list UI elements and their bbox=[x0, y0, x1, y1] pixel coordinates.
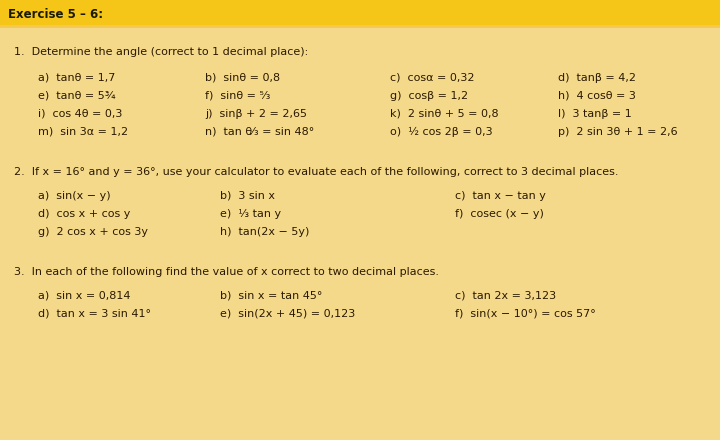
Text: p)  2 sin 3θ + 1 = 2,6: p) 2 sin 3θ + 1 = 2,6 bbox=[558, 127, 678, 137]
Text: 2.  If x = 16° and y = 36°, use your calculator to evaluate each of the followin: 2. If x = 16° and y = 36°, use your calc… bbox=[14, 167, 618, 177]
Text: f)  cosec (x − y): f) cosec (x − y) bbox=[455, 209, 544, 219]
Text: j)  sinβ + 2 = 2,65: j) sinβ + 2 = 2,65 bbox=[205, 109, 307, 119]
Text: o)  ½ cos 2β = 0,3: o) ½ cos 2β = 0,3 bbox=[390, 127, 492, 137]
Text: c)  tan 2x = 3,123: c) tan 2x = 3,123 bbox=[455, 291, 556, 301]
Text: d)  cos x + cos y: d) cos x + cos y bbox=[38, 209, 130, 219]
Bar bbox=[0, 25, 720, 28]
Text: l)  3 tanβ = 1: l) 3 tanβ = 1 bbox=[558, 109, 631, 119]
Text: e)  sin(2x + 45) = 0,123: e) sin(2x + 45) = 0,123 bbox=[220, 309, 355, 319]
Text: i)  cos 4θ = 0,3: i) cos 4θ = 0,3 bbox=[38, 109, 122, 119]
Text: d)  tan x = 3 sin 41°: d) tan x = 3 sin 41° bbox=[38, 309, 151, 319]
Text: Exercise 5 – 6:: Exercise 5 – 6: bbox=[8, 7, 103, 21]
Text: f)  sinθ = ⁵⁄₃: f) sinθ = ⁵⁄₃ bbox=[205, 91, 271, 101]
Text: k)  2 sinθ + 5 = 0,8: k) 2 sinθ + 5 = 0,8 bbox=[390, 109, 499, 119]
Text: n)  tan θ⁄₃ = sin 48°: n) tan θ⁄₃ = sin 48° bbox=[205, 127, 314, 137]
Text: g)  cosβ = 1,2: g) cosβ = 1,2 bbox=[390, 91, 468, 101]
Text: b)  3 sin x: b) 3 sin x bbox=[220, 191, 275, 201]
Text: c)  cosα = 0,32: c) cosα = 0,32 bbox=[390, 73, 474, 83]
Text: f)  sin(x − 10°) = cos 57°: f) sin(x − 10°) = cos 57° bbox=[455, 309, 595, 319]
Text: d)  tanβ = 4,2: d) tanβ = 4,2 bbox=[558, 73, 636, 83]
Text: a)  sin(x − y): a) sin(x − y) bbox=[38, 191, 111, 201]
Text: 3.  In each of the following find the value of x correct to two decimal places.: 3. In each of the following find the val… bbox=[14, 267, 439, 277]
Text: g)  2 cos x + cos 3y: g) 2 cos x + cos 3y bbox=[38, 227, 148, 237]
Text: a)  tanθ = 1,7: a) tanθ = 1,7 bbox=[38, 73, 115, 83]
Text: h)  4 cosθ = 3: h) 4 cosθ = 3 bbox=[558, 91, 636, 101]
Text: e)  tanθ = 5¾: e) tanθ = 5¾ bbox=[38, 91, 116, 101]
Text: 1.  Determine the angle (correct to 1 decimal place):: 1. Determine the angle (correct to 1 dec… bbox=[14, 47, 308, 57]
Text: a)  sin x = 0,814: a) sin x = 0,814 bbox=[38, 291, 130, 301]
Text: b)  sin x = tan 45°: b) sin x = tan 45° bbox=[220, 291, 323, 301]
Text: b)  sinθ = 0,8: b) sinθ = 0,8 bbox=[205, 73, 280, 83]
Bar bbox=[0, 0, 720, 28]
Text: m)  sin 3α = 1,2: m) sin 3α = 1,2 bbox=[38, 127, 128, 137]
Text: h)  tan(2x − 5y): h) tan(2x − 5y) bbox=[220, 227, 310, 237]
Text: c)  tan x − tan y: c) tan x − tan y bbox=[455, 191, 546, 201]
Text: e)  ⅓ tan y: e) ⅓ tan y bbox=[220, 209, 281, 219]
